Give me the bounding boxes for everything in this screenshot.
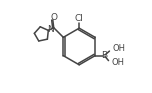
Text: OH: OH (112, 44, 125, 53)
Text: OH: OH (111, 58, 124, 68)
Text: O: O (50, 13, 57, 22)
Text: B: B (101, 51, 107, 60)
Text: Cl: Cl (75, 14, 84, 23)
Text: N: N (47, 25, 54, 34)
